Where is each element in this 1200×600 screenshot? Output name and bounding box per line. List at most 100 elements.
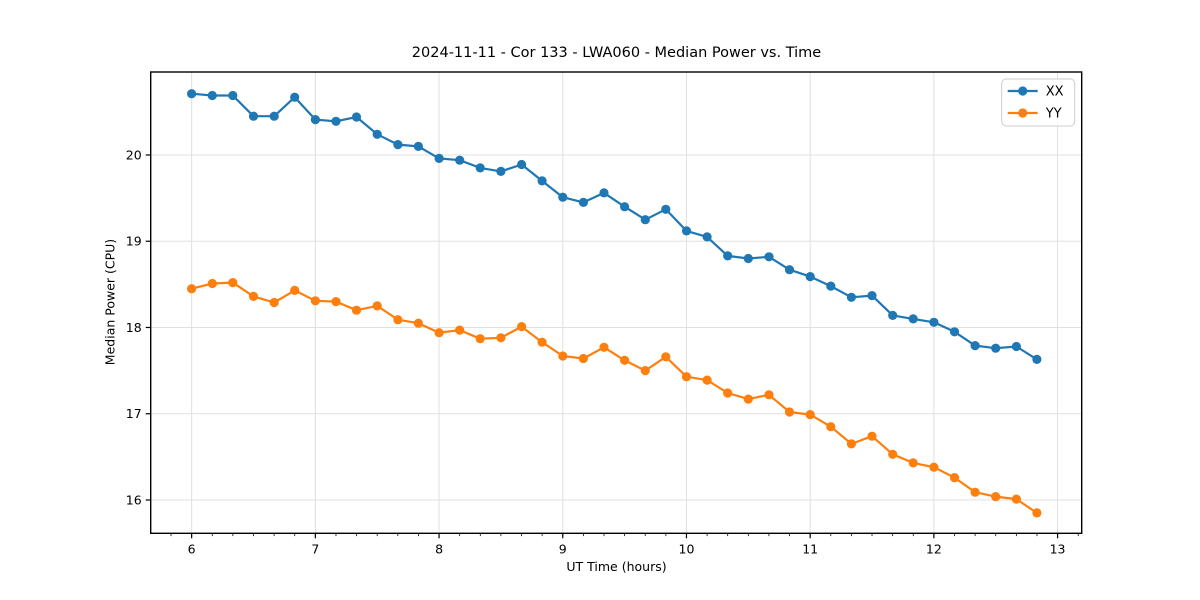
data-point (888, 310, 898, 320)
data-point (908, 458, 918, 468)
data-point (537, 176, 547, 186)
data-point (908, 314, 918, 324)
data-point (434, 328, 444, 338)
data-point (269, 111, 279, 121)
data-point (599, 342, 609, 352)
data-point (970, 341, 980, 351)
data-point (949, 473, 960, 483)
data-point (310, 115, 320, 125)
data-point (620, 355, 630, 365)
data-point (661, 204, 671, 214)
axis-ticks (145, 154, 1079, 539)
data-point (640, 366, 650, 376)
data-point (475, 334, 485, 344)
data-point (331, 297, 341, 307)
x-tick-label: 9 (559, 541, 567, 556)
legend-box (1001, 78, 1076, 127)
y-tick-label: 16 (126, 493, 142, 508)
data-point (228, 90, 238, 101)
data-point (537, 337, 547, 347)
data-point (1011, 341, 1022, 352)
data-point (187, 89, 197, 99)
legend-marker (1018, 108, 1028, 118)
data-point (558, 192, 568, 202)
plot-border (149, 71, 1083, 534)
data-point (248, 291, 259, 301)
data-point (702, 232, 712, 242)
data-point (764, 252, 774, 262)
data-point (784, 407, 795, 417)
data-point (743, 394, 753, 404)
data-point (578, 197, 589, 207)
legend-label: YY (1045, 107, 1062, 122)
data-point (351, 112, 362, 122)
data-point (599, 188, 609, 198)
data-point (496, 166, 506, 176)
data-point (867, 431, 877, 441)
y-tick-label: 18 (126, 320, 142, 335)
data-point (455, 325, 465, 335)
data-point (351, 305, 362, 315)
data-point (991, 343, 1001, 353)
data-point (640, 215, 650, 225)
data-point (681, 372, 692, 382)
data-point (372, 129, 382, 139)
data-point (867, 291, 877, 301)
data-point (805, 410, 815, 420)
data-point (826, 281, 836, 291)
data-point (929, 462, 939, 472)
data-point (846, 439, 857, 449)
data-point (743, 253, 753, 264)
legend-entry-xx: XX (1007, 85, 1064, 100)
data-point (290, 92, 300, 102)
data-point (455, 155, 465, 165)
data-point (517, 159, 527, 170)
data-point (187, 284, 197, 294)
data-point (826, 422, 836, 432)
data-point (846, 292, 857, 302)
data-point (290, 285, 300, 295)
data-point (784, 265, 795, 275)
data-point (764, 390, 774, 400)
data-point (393, 140, 403, 150)
data-point (558, 351, 568, 361)
data-point (578, 353, 589, 364)
data-point (723, 388, 733, 398)
data-point (1011, 494, 1022, 504)
y-tick-label: 20 (126, 147, 142, 162)
data-point (228, 278, 238, 288)
series-yy (187, 278, 1042, 518)
data-point (991, 492, 1001, 502)
data-point (393, 315, 403, 325)
legend-marker (1018, 86, 1028, 96)
x-tick-label: 10 (679, 541, 695, 556)
data-point (661, 352, 671, 362)
data-point (434, 153, 444, 163)
x-tick-label: 8 (435, 541, 443, 556)
data-point (949, 327, 960, 337)
data-point (805, 272, 815, 282)
data-point (413, 141, 423, 151)
data-point (970, 487, 980, 497)
legend-label: XX (1046, 85, 1064, 100)
x-tick-label: 6 (188, 541, 196, 556)
x-tick-labels: 6 7 8 9 10 11 12 13 (188, 541, 1066, 556)
data-point (681, 226, 692, 236)
x-axis-label: UT Time (hours) (566, 559, 667, 574)
data-point (310, 296, 320, 306)
data-point (331, 116, 341, 126)
data-point (517, 322, 527, 332)
data-point (929, 317, 939, 327)
y-axis-label: Median Power (CPU) (102, 238, 118, 366)
legend: XX YY (1001, 78, 1076, 127)
x-tick-label: 11 (802, 541, 818, 556)
data-point (723, 251, 733, 261)
y-tick-label: 17 (126, 406, 142, 421)
data-point (888, 449, 898, 459)
legend-entry-yy: YY (1007, 107, 1062, 122)
data-point (620, 202, 630, 212)
data-point (1032, 354, 1042, 364)
data-point (372, 301, 382, 311)
